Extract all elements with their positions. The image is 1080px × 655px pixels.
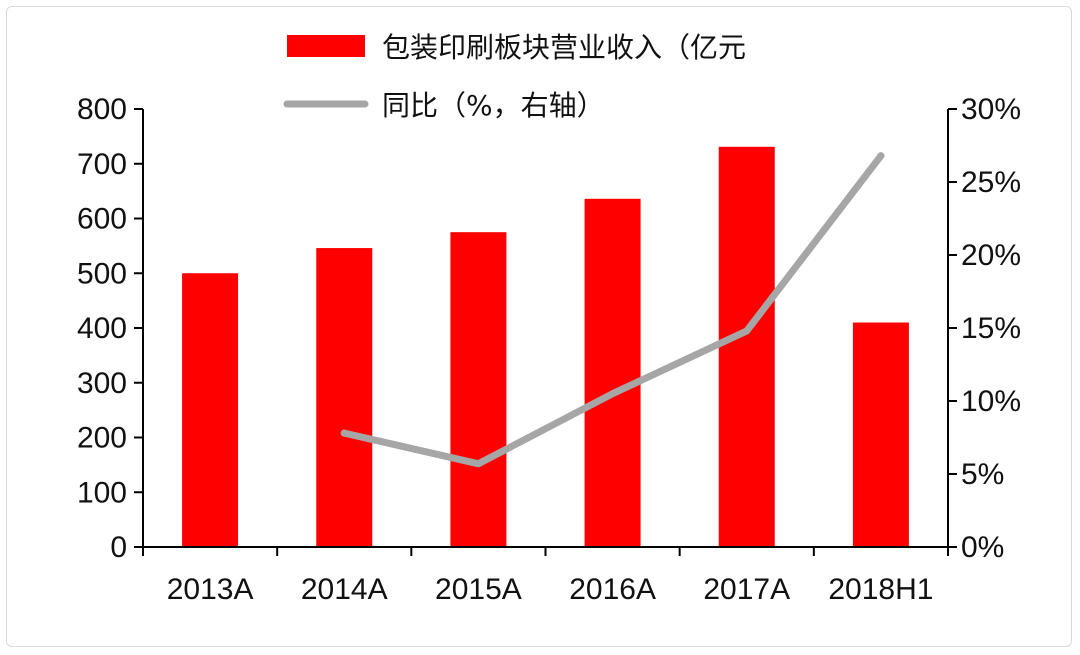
y-right-tick-label: 0%: [961, 531, 1004, 564]
y-right-tick-label: 15%: [961, 312, 1021, 345]
y-left-tick-label: 100: [77, 476, 127, 509]
bar-2013A: [182, 273, 239, 547]
x-tick-label: 2017A: [703, 573, 790, 606]
y-right-tick-label: 30%: [961, 93, 1021, 126]
y-right-tick-label: 10%: [961, 385, 1021, 418]
x-tick-label: 2016A: [569, 573, 656, 606]
y-left-tick-label: 500: [77, 257, 127, 290]
yoy-point-2018H1: [877, 152, 885, 160]
y-right-tick-label: 25%: [961, 166, 1021, 199]
bar-2015A: [450, 232, 507, 547]
y-left-tick-label: 200: [77, 422, 127, 455]
line-layer: [340, 152, 885, 468]
x-tick-label: 2013A: [167, 573, 254, 606]
x-tick-label: 2015A: [435, 573, 522, 606]
bar-2017A: [718, 146, 775, 547]
x-tick-label: 2018H1: [828, 573, 933, 606]
bars-group: [182, 146, 909, 548]
y-right-tick-label: 5%: [961, 458, 1004, 491]
legend-label-yoy: 同比（%，右轴）: [382, 89, 605, 122]
legend-label-revenue: 包装印刷板块营业收入（亿元: [382, 31, 746, 64]
bar-2018H1: [852, 322, 909, 547]
y-left-tick-label: 600: [77, 203, 127, 236]
yoy-point-2016A: [609, 390, 617, 398]
y-left-tick-label: 700: [77, 148, 127, 181]
bar-2016A: [584, 198, 641, 548]
y-left-tick-label: 300: [77, 367, 127, 400]
legend: 包装印刷板块营业收入（亿元 同比（%，右轴）: [283, 31, 746, 122]
x-tick-label: 2014A: [301, 573, 388, 606]
legend-swatch-revenue: [287, 35, 365, 57]
yoy-point-2014A: [340, 429, 348, 437]
y-left-tick-label: 400: [77, 312, 127, 345]
bar-2014A: [316, 248, 373, 547]
y-left-tick-label: 800: [77, 93, 127, 126]
axes-group: 0 100 200 300 400 500 600 700 800 0% 5% 10% 15% 20% 25…: [77, 93, 1021, 606]
yoy-point-2017A: [743, 327, 751, 335]
yoy-point-2015A: [474, 460, 482, 468]
y-right-tick-label: 20%: [961, 239, 1021, 272]
y-left-tick-label: 0: [110, 531, 127, 564]
